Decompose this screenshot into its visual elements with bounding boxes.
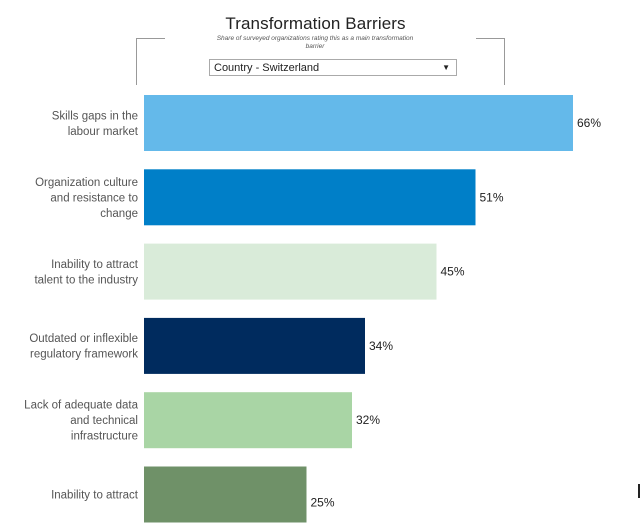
country-dropdown[interactable]: Country - Switzerland ▼ — [209, 59, 457, 76]
header-bracket-right — [476, 38, 505, 85]
category-label-4: Outdated or inflexible regulatory framewo… — [29, 333, 138, 361]
value-label-2: 51% — [480, 190, 504, 204]
value-label-3: 45% — [441, 265, 465, 279]
value-label-1: 66% — [577, 116, 601, 130]
value-label-4: 34% — [369, 339, 393, 353]
category-label-3: Inability to attract talent to the indust… — [34, 259, 138, 287]
chart-header: Transformation Barriers Share of surveye… — [0, 0, 643, 90]
category-label-1: Skills gaps in the labour market — [52, 110, 139, 138]
bar-6[interactable] — [144, 466, 307, 523]
country-dropdown-value: Country - Switzerland — [214, 62, 320, 74]
value-label-6: 25% — [311, 496, 335, 510]
chart-subtitle: Share of surveyed organizations rating t… — [216, 35, 414, 50]
category-label-2: Organization culture and resistance to cha… — [35, 177, 138, 220]
category-label-6: Inability to attract — [51, 490, 139, 502]
bar-5[interactable] — [144, 392, 352, 449]
bar-1[interactable] — [144, 95, 573, 151]
header-bracket-left — [136, 38, 165, 85]
bar-4[interactable] — [144, 317, 365, 374]
bar-3[interactable] — [144, 243, 437, 300]
bar-2[interactable] — [144, 169, 476, 226]
chart-title: Transformation Barriers — [225, 14, 406, 33]
chevron-down-icon[interactable]: ▼ — [442, 63, 450, 72]
category-label-5: Lack of adequate data and technical infras… — [24, 400, 138, 443]
value-label-5: 32% — [356, 413, 380, 427]
scrollbar-edge — [638, 484, 640, 498]
